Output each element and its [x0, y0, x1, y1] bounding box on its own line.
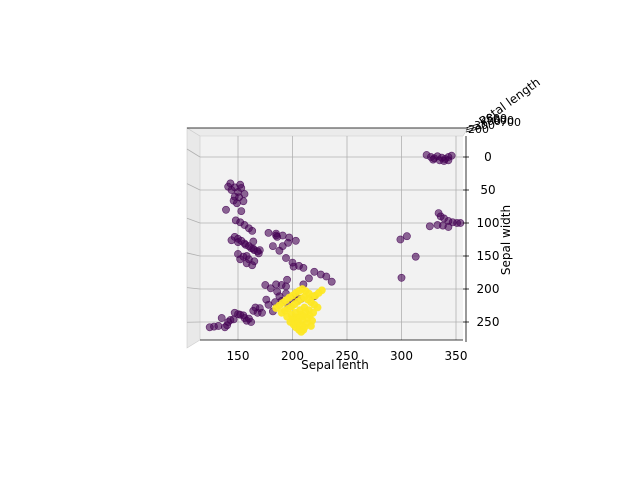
svg-text:700: 700 — [500, 116, 521, 129]
data-point — [245, 315, 252, 322]
data-point — [430, 156, 437, 163]
data-point — [230, 197, 237, 204]
data-point — [249, 262, 256, 269]
data-point — [218, 314, 225, 321]
y-tick-label: 150 — [477, 249, 500, 263]
data-point — [457, 219, 464, 226]
data-point — [307, 322, 314, 329]
data-point — [215, 322, 222, 329]
data-point — [445, 157, 452, 164]
data-point — [311, 268, 318, 275]
data-point — [265, 229, 272, 236]
data-point — [273, 230, 280, 237]
data-point — [300, 264, 307, 271]
data-point — [237, 181, 244, 188]
data-point — [238, 208, 245, 215]
data-point — [269, 243, 276, 250]
data-point — [426, 223, 433, 230]
data-point — [254, 248, 261, 255]
x-tick-label: 150 — [227, 349, 250, 363]
y-tick-label: 50 — [480, 183, 495, 197]
x-tick-label: 350 — [445, 349, 468, 363]
data-point — [274, 288, 281, 295]
data-point — [282, 254, 289, 261]
y-tick-label: 200 — [477, 282, 500, 296]
data-point — [263, 296, 270, 303]
x-tick-label: 300 — [390, 349, 413, 363]
data-point — [222, 206, 229, 213]
data-point — [323, 273, 330, 280]
data-point — [258, 309, 265, 316]
data-point — [231, 309, 238, 316]
data-point — [286, 234, 293, 241]
x-axis-label: Sepal lenth — [301, 358, 369, 372]
y-tick-label: 250 — [477, 315, 500, 329]
data-point — [398, 274, 405, 281]
data-point — [225, 318, 232, 325]
data-point — [445, 223, 452, 230]
y-tick-label: 0 — [484, 150, 492, 164]
left-pane — [187, 128, 200, 348]
data-point — [397, 236, 404, 243]
data-point — [249, 227, 256, 234]
data-point — [252, 304, 259, 311]
data-point — [318, 287, 325, 294]
data-point — [240, 198, 247, 205]
data-point — [403, 233, 410, 240]
data-point — [305, 275, 312, 282]
y-axis-label: Sepal width — [499, 205, 513, 275]
data-point — [267, 285, 274, 292]
data-point — [227, 180, 234, 187]
data-point — [298, 328, 305, 335]
top-pane — [187, 128, 468, 136]
data-point — [289, 259, 296, 266]
data-point — [279, 232, 286, 239]
data-point — [278, 281, 285, 288]
data-point — [328, 278, 335, 285]
data-point — [292, 237, 299, 244]
data-point — [276, 247, 283, 254]
data-point — [412, 253, 419, 260]
y-tick-label: 100 — [477, 216, 500, 230]
data-point — [284, 276, 291, 283]
